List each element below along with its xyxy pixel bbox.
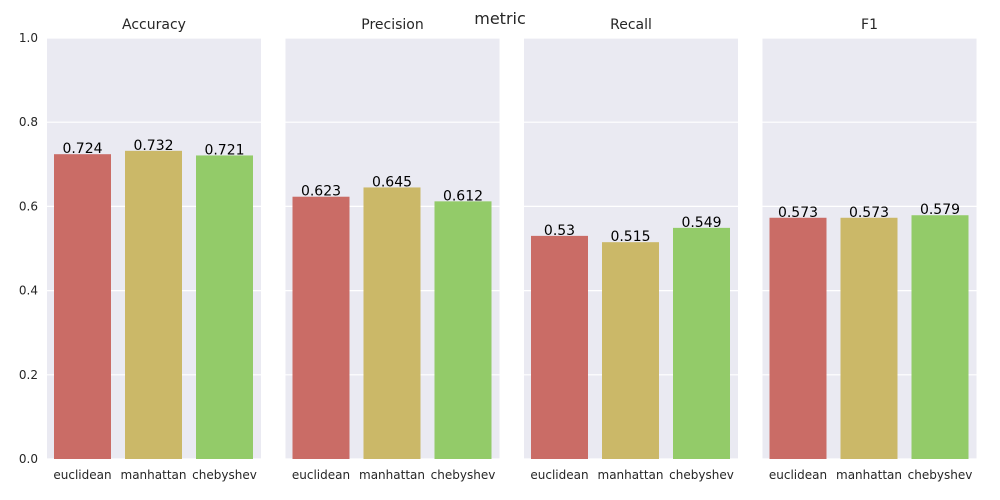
data-label: 0.579 <box>920 202 960 218</box>
bar-chebyshev <box>911 215 969 459</box>
y-tick-label: 0.0 <box>19 452 38 466</box>
chart-panels: 0.0 0.2 0.4 0.6 0.8 1.0 Accuracy 0.724 euclidean… <box>19 17 977 482</box>
x-tick-label: euclidean <box>292 468 350 482</box>
bar-chebyshev <box>673 227 730 459</box>
x-tick-label: chebyshev <box>192 468 257 482</box>
panel-recall: Recall 0.53 euclidean 0.515 manhattan 0.549 ch… <box>524 17 738 482</box>
data-label: 0.732 <box>133 138 173 154</box>
x-tick-label: chebyshev <box>431 468 496 482</box>
y-tick-label: 0.2 <box>19 368 38 382</box>
data-label: 0.612 <box>443 188 483 204</box>
y-tick-label: 0.4 <box>19 284 38 298</box>
panel-title: Precision <box>361 17 423 33</box>
x-tick-label: chebyshev <box>669 468 734 482</box>
x-tick-label: euclidean <box>530 468 588 482</box>
data-label: 0.721 <box>204 142 244 158</box>
data-label: 0.53 <box>544 223 575 239</box>
x-tick-label: euclidean <box>53 468 111 482</box>
bar-euclidean <box>54 154 111 460</box>
y-tick-label: 0.8 <box>19 115 38 129</box>
bar-manhattan <box>363 187 421 459</box>
panel-accuracy: 0.0 0.2 0.4 0.6 0.8 1.0 Accuracy 0.724 euclidean… <box>19 17 261 482</box>
panel-title: F1 <box>861 17 878 33</box>
x-tick-label: manhattan <box>598 468 664 482</box>
panel-precision: Precision 0.623 euclidean 0.645 manhattan 0.6… <box>285 17 500 482</box>
panel-title: Recall <box>610 17 652 33</box>
data-label: 0.573 <box>778 205 818 221</box>
data-label: 0.623 <box>301 184 341 200</box>
bar-manhattan <box>602 242 659 459</box>
bar-euclidean <box>292 196 350 460</box>
data-label: 0.645 <box>372 174 412 190</box>
panel-f1: F1 0.573 euclidean 0.573 manhattan 0.579 cheby… <box>762 17 977 482</box>
bar-chebyshev <box>196 155 253 460</box>
x-tick-label: manhattan <box>121 468 187 482</box>
data-label: 0.549 <box>681 215 721 231</box>
data-label: 0.573 <box>849 205 889 221</box>
x-tick-label: euclidean <box>769 468 827 482</box>
x-tick-label: manhattan <box>836 468 902 482</box>
y-tick-label: 0.6 <box>19 199 38 213</box>
figure-title: metric <box>474 9 526 28</box>
panel-title: Accuracy <box>122 17 186 33</box>
data-label: 0.724 <box>62 141 102 157</box>
bar-manhattan <box>125 150 182 459</box>
y-tick-label: 1.0 <box>19 31 38 45</box>
x-tick-label: chebyshev <box>908 468 973 482</box>
bar-euclidean <box>531 235 588 459</box>
x-tick-label: manhattan <box>359 468 425 482</box>
bar-euclidean <box>769 217 827 459</box>
bar-chebyshev <box>434 201 492 459</box>
bar-manhattan <box>840 217 898 459</box>
data-label: 0.515 <box>610 229 650 245</box>
